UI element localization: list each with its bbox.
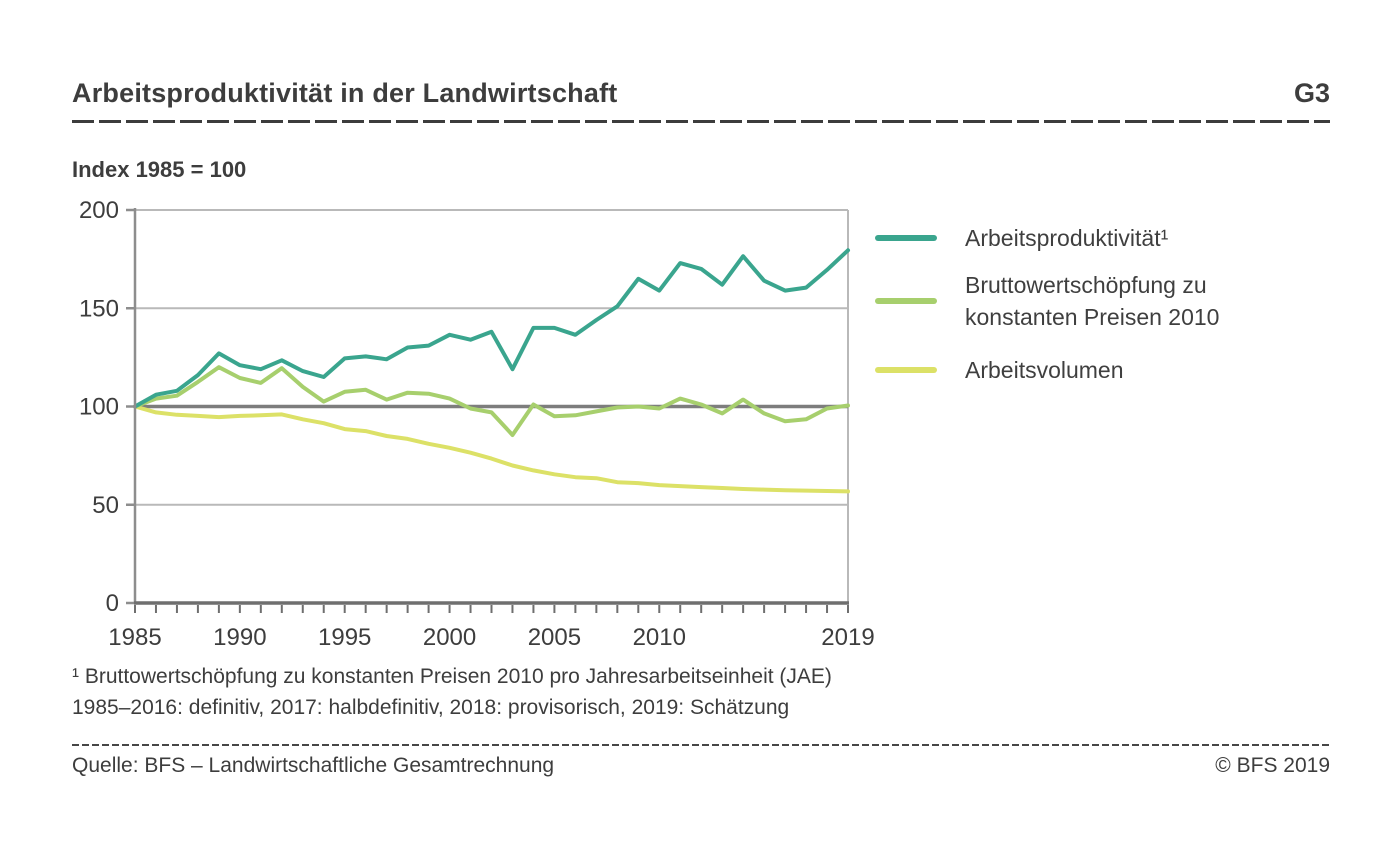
index-note: Index 1985 = 100 (72, 157, 247, 182)
footnote-definition: ¹ Bruttowertschöpfung zu konstanten Prei… (72, 665, 832, 688)
title-divider (72, 120, 1330, 123)
legend-item-arbeitsproduktivitaet: Arbeitsproduktivität¹ (875, 222, 1325, 254)
line-arbeitsproduktivitaet (133, 248, 850, 409)
footnotes: ¹ Bruttowertschöpfung zu konstanten Prei… (72, 661, 832, 723)
copyright-label: © BFS 2019 (1215, 754, 1330, 777)
legend-item-bruttowertschoepfung: Bruttowertschöpfung zu konstanten Preise… (875, 269, 1325, 333)
legend-swatch-bruttowertschoepfung (875, 298, 937, 304)
line-arbeitsvolumen (133, 404, 850, 494)
y-tick-label-50: 50 (92, 492, 119, 519)
x-tick-label-2010: 2010 (633, 624, 686, 651)
x-tick-label-2019: 2019 (821, 624, 874, 651)
legend: Arbeitsproduktivität¹ Bruttowertschöpfun… (875, 222, 1325, 401)
y-tick-label-150: 150 (79, 295, 119, 322)
y-tick-label-200: 200 (79, 197, 119, 224)
page-title: Arbeitsproduktivität in der Landwirtscha… (72, 78, 618, 108)
x-tick-label-1990: 1990 (213, 624, 266, 651)
legend-item-arbeitsvolumen: Arbeitsvolumen (875, 354, 1325, 386)
footer-divider (72, 744, 1330, 746)
figure-code: G3 (1293, 78, 1330, 108)
footnote-status: 1985–2016: definitiv, 2017: halbdefiniti… (72, 696, 790, 719)
x-tick-label-1995: 1995 (318, 624, 371, 651)
line-bruttowertschoepfung (133, 365, 850, 437)
title-bar: Arbeitsproduktivität in der Landwirtscha… (72, 78, 1330, 109)
page-footer: Quelle: BFS – Landwirtschaftliche Gesamt… (72, 754, 1330, 778)
legend-swatch-arbeitsproduktivitaet (875, 235, 937, 241)
legend-label-bruttowertschoepfung: Bruttowertschöpfung zu konstanten Preise… (965, 272, 1220, 330)
x-tick-label-2000: 2000 (423, 624, 476, 651)
y-tick-label-0: 0 (106, 590, 119, 617)
y-tick-label-100: 100 (79, 394, 119, 421)
legend-label-arbeitsproduktivitaet: Arbeitsproduktivität¹ (965, 225, 1169, 251)
x-tick-label-1985: 1985 (108, 624, 161, 651)
legend-label-arbeitsvolumen: Arbeitsvolumen (965, 357, 1124, 383)
x-tick-label-2005: 2005 (528, 624, 581, 651)
legend-swatch-arbeitsvolumen (875, 367, 937, 373)
source-label: Quelle: BFS – Landwirtschaftliche Gesamt… (72, 754, 555, 777)
